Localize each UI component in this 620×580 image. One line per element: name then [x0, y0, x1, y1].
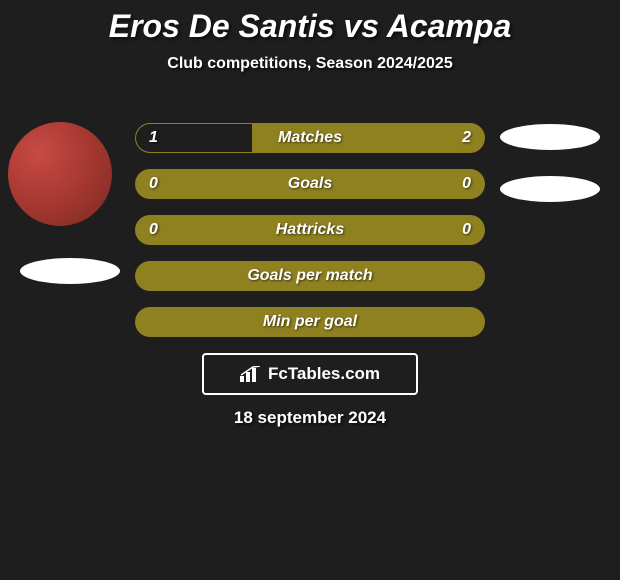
- stats-bars: 12Matches 00Goals 00Hattricks Goals per mat…: [135, 123, 485, 353]
- player-left-avatar: [8, 122, 112, 226]
- stat-row: 12Matches: [135, 123, 485, 153]
- subtitle: Club competitions, Season 2024/2025: [0, 55, 620, 73]
- date-label: 18 september 2024: [0, 408, 620, 428]
- stat-row: 00Hattricks: [135, 215, 485, 245]
- stat-row: Min per goal: [135, 307, 485, 337]
- player-right-avatar: [500, 124, 600, 150]
- chart-icon: [240, 366, 262, 382]
- stat-label: Goals per match: [135, 261, 485, 291]
- player-right-name-tag: [500, 176, 600, 202]
- stat-label: Goals: [135, 169, 485, 199]
- player-left-name-tag: [20, 258, 120, 284]
- page-title: Eros De Santis vs Acampa: [0, 0, 620, 45]
- stat-row: Goals per match: [135, 261, 485, 291]
- stat-label: Min per goal: [135, 307, 485, 337]
- footer-brand-text: FcTables.com: [268, 364, 380, 384]
- stat-label: Matches: [135, 123, 485, 153]
- footer-brand-badge: FcTables.com: [202, 353, 418, 395]
- stat-label: Hattricks: [135, 215, 485, 245]
- stat-row: 00Goals: [135, 169, 485, 199]
